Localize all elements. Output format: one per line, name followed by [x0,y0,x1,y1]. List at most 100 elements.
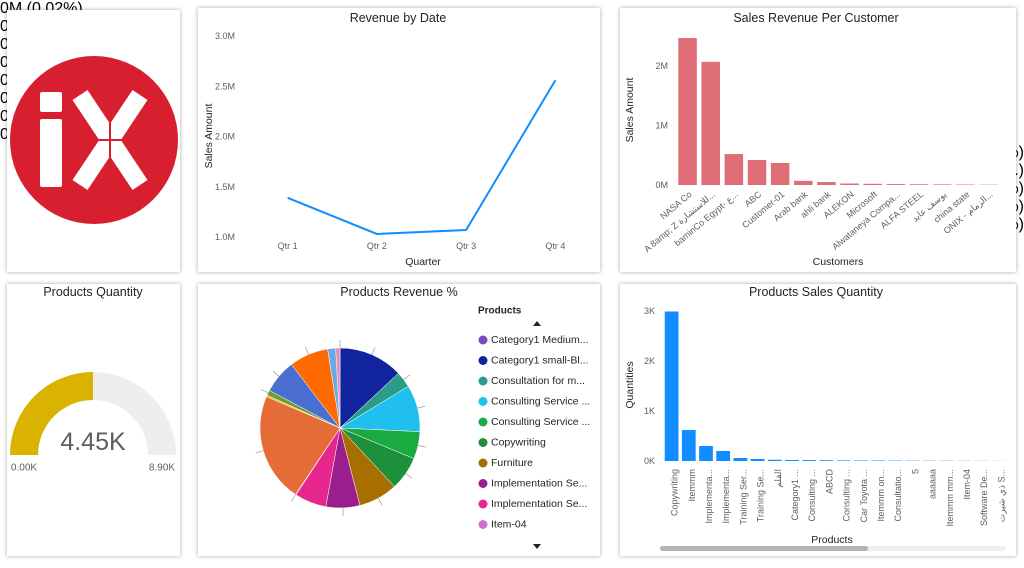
legend-scroll-down[interactable] [533,544,541,549]
bar [770,162,790,185]
legend-title: Products [478,306,522,317]
y-axis-title: Quantities [624,361,636,408]
logo [10,56,178,224]
leader-line [417,405,426,409]
bar [678,38,697,185]
x-tick-label: Itemmm mm... [945,469,955,527]
legend-label: Consulting Service ... [491,396,590,408]
bar [716,451,731,461]
bar [747,160,767,185]
chart-title: Products Quantity [43,285,143,299]
bar [701,61,720,185]
bar [664,311,679,461]
y-tick-label: 2.0M [215,132,235,142]
bar [863,183,882,185]
bar [871,460,885,461]
legend-label: Implementation Se... [491,478,587,490]
gauge-max-label: 8.90K [149,463,175,474]
x-tick-label: Training Se... [756,469,766,522]
card [198,8,600,272]
legend-marker [478,335,488,345]
bar [836,460,851,461]
legend-marker [478,458,488,468]
pie-slice [339,347,399,429]
x-tick-label: 5 [910,469,920,474]
bar [819,460,834,461]
legend-label: Implementation Se... [491,498,587,510]
legend-label: Item-04 [491,519,527,531]
legend-label: Consultation for m... [491,375,585,387]
x-tick-label: Itemmm on... [876,469,886,522]
bar [932,184,952,185]
x-tick-label: Qtr 1 [278,241,298,251]
bar [817,182,836,185]
scrollbar-thumb[interactable] [660,546,868,551]
pie-slice [335,347,341,429]
legend-marker [478,520,488,529]
gauge-min-label: 0.00K [11,463,37,474]
x-tick-label: aaaaaa [928,469,938,499]
leader-line [305,346,309,355]
chart-title: Products Revenue % [340,285,457,299]
y-tick-label: 1.0M [215,232,235,242]
legend-label: Copywriting [491,437,546,449]
bar [699,446,713,461]
y-tick-label: 3.0M [215,31,235,41]
leader-line [405,473,413,479]
y-tick-label: 2K [644,356,655,366]
y-tick-label: 0M [655,180,668,190]
leader-line [378,498,383,506]
legend-marker [478,397,488,406]
leader-line [403,374,411,380]
y-tick-label: 0K [644,456,655,466]
legend-marker [478,417,488,427]
y-axis-title: Sales Amount [624,78,636,143]
chart-title: Products Sales Quantity [749,285,884,299]
bar [802,460,817,461]
x-tick-label: Training Ser... [738,469,748,525]
y-axis-title: Sales Amount [203,104,215,169]
x-tick-label: Qtr 2 [367,241,387,251]
line [287,79,557,235]
x-tick-label: ABCD [824,469,834,495]
bar [767,459,782,461]
legend-scroll-up[interactable] [533,321,541,326]
y-tick-label: 1M [655,121,668,131]
leader-line [272,370,280,377]
leader-line [260,388,269,394]
x-tick-label: Qtr 3 [456,241,476,251]
card [620,284,1016,556]
legend-marker [478,479,488,488]
x-tick-label: Implementa... [704,469,714,524]
x-tick-label: ذي شيرت S... [996,469,1007,522]
y-tick-label: 3K [644,306,655,316]
bar [733,458,748,461]
leader-line [371,347,376,355]
y-tick-label: 1.5M [215,182,235,192]
bar [785,460,799,461]
x-tick-label: Consulting ... [842,469,852,522]
x-tick-label: القلم [773,469,784,488]
x-tick-label: Copywriting [670,469,680,516]
legend-label: Consulting Service ... [491,416,590,428]
legend-marker [478,438,488,447]
x-tick-label: Item-04 [962,469,972,500]
x-tick-label: Implementa... [721,469,731,524]
leader-line [255,450,264,454]
bar [853,460,868,461]
bar [909,184,929,185]
legend-label: Furniture [491,457,533,469]
bar [724,154,744,185]
x-tick-label: Qtr 4 [545,241,565,251]
y-tick-label: 1K [644,406,655,416]
bar [794,180,813,185]
legend-marker [478,356,488,365]
leader-line [290,494,296,502]
bar [886,184,906,185]
bar [750,459,765,461]
gauge-value [10,372,93,455]
gauge-value-label: 4.45K [60,428,126,456]
y-tick-label: 2.5M [215,81,235,91]
chart-title: Revenue by Date [350,11,447,25]
